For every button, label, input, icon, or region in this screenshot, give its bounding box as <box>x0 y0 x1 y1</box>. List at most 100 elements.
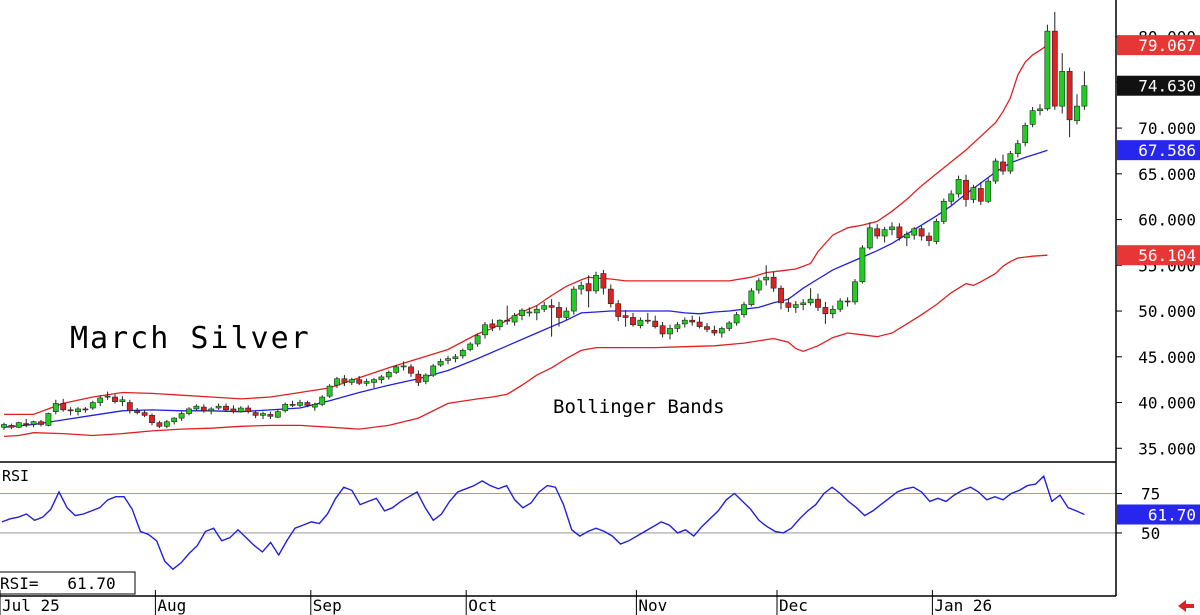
candle <box>955 175 962 198</box>
candle <box>533 305 540 321</box>
candle <box>422 373 429 385</box>
price-axis: 35.00040.00045.00050.00055.00060.00065.0… <box>1116 28 1200 458</box>
candle <box>600 269 607 295</box>
candle <box>681 317 688 328</box>
candle <box>622 310 629 327</box>
candle <box>371 377 377 388</box>
candle <box>193 404 200 411</box>
candle <box>511 312 518 326</box>
candle <box>926 232 932 247</box>
candle <box>408 364 414 377</box>
candle <box>171 417 178 425</box>
price-label-box <box>1117 245 1200 266</box>
time-tick-label: Nov <box>638 596 667 615</box>
rsi-tick-label: 75 <box>1141 485 1160 504</box>
time-tick-label: Jan 26 <box>934 596 992 615</box>
candle <box>733 311 740 326</box>
candle <box>134 408 141 415</box>
candle <box>704 322 710 333</box>
candle <box>792 300 799 313</box>
candle <box>326 384 333 398</box>
candle <box>726 321 733 332</box>
candle <box>741 301 747 318</box>
candle <box>38 419 44 427</box>
candle <box>496 319 503 331</box>
candle <box>519 308 525 321</box>
candle <box>615 300 622 322</box>
candle <box>119 396 126 407</box>
time-tick-label: Sep <box>313 596 342 615</box>
candle <box>689 315 696 326</box>
candle <box>126 399 133 414</box>
candle <box>1081 71 1088 110</box>
candle <box>718 326 725 338</box>
price-tick-label: 35.000 <box>1138 439 1196 458</box>
price-label: 67.586 <box>1138 141 1196 160</box>
candle <box>245 405 252 414</box>
candle <box>1014 139 1021 158</box>
candle <box>755 278 762 294</box>
candle <box>563 307 570 321</box>
candle <box>541 301 548 312</box>
candle <box>1066 67 1073 138</box>
candle <box>215 403 222 410</box>
candle <box>963 174 969 207</box>
candle <box>859 245 866 284</box>
candle <box>504 305 511 325</box>
time-axis: Jul 25 Aug Sep Oct Nov Dec Jan 26 <box>0 590 992 615</box>
candle <box>667 324 673 340</box>
candle <box>385 370 392 380</box>
rsi-line <box>1 474 1085 571</box>
candle <box>112 394 118 404</box>
price-tick-label: 40.000 <box>1138 394 1196 413</box>
price-tick-label: 70.000 <box>1138 119 1196 138</box>
candle <box>977 182 984 205</box>
upper-band-line <box>4 44 1048 416</box>
candle <box>208 407 215 415</box>
candle <box>297 399 303 408</box>
price-tick-label: 45.000 <box>1138 348 1196 367</box>
candle <box>30 420 37 428</box>
candle <box>763 265 770 286</box>
rsi-value-box <box>1117 504 1200 525</box>
candle <box>97 395 104 407</box>
candle <box>237 406 244 413</box>
candle <box>852 279 858 305</box>
candle <box>985 178 992 204</box>
candle <box>82 407 89 413</box>
candle <box>467 342 474 352</box>
candle <box>474 333 481 347</box>
candle <box>149 413 155 426</box>
candle <box>178 411 185 421</box>
price-panel: March Silver Bollinger Bands 35.000 40.00… <box>1 11 1200 458</box>
candle <box>378 375 385 384</box>
rsi-tick-label: 50 <box>1141 524 1160 543</box>
candle <box>807 288 814 306</box>
chart-title: March Silver <box>70 321 311 356</box>
candle <box>400 361 407 371</box>
candle <box>585 275 592 308</box>
candle <box>163 419 170 429</box>
candle <box>785 298 792 312</box>
candle <box>911 226 918 240</box>
candle <box>593 271 599 294</box>
time-tick-label: Oct <box>468 596 497 615</box>
candle <box>607 284 614 308</box>
candle <box>141 409 148 418</box>
candle <box>770 271 777 292</box>
candle <box>674 322 681 333</box>
time-tick-label: Dec <box>779 596 808 615</box>
candle <box>800 299 807 311</box>
rsi-readout: RSI= 61.70 <box>0 574 116 593</box>
candle <box>415 370 422 387</box>
candle <box>200 404 207 413</box>
candle <box>748 288 755 307</box>
candle <box>637 317 644 329</box>
candle <box>822 301 829 324</box>
candle <box>1037 104 1043 116</box>
scroll-left-arrow-icon[interactable] <box>1178 600 1194 612</box>
candle <box>52 399 59 415</box>
candle <box>881 226 888 243</box>
candle <box>445 355 451 365</box>
